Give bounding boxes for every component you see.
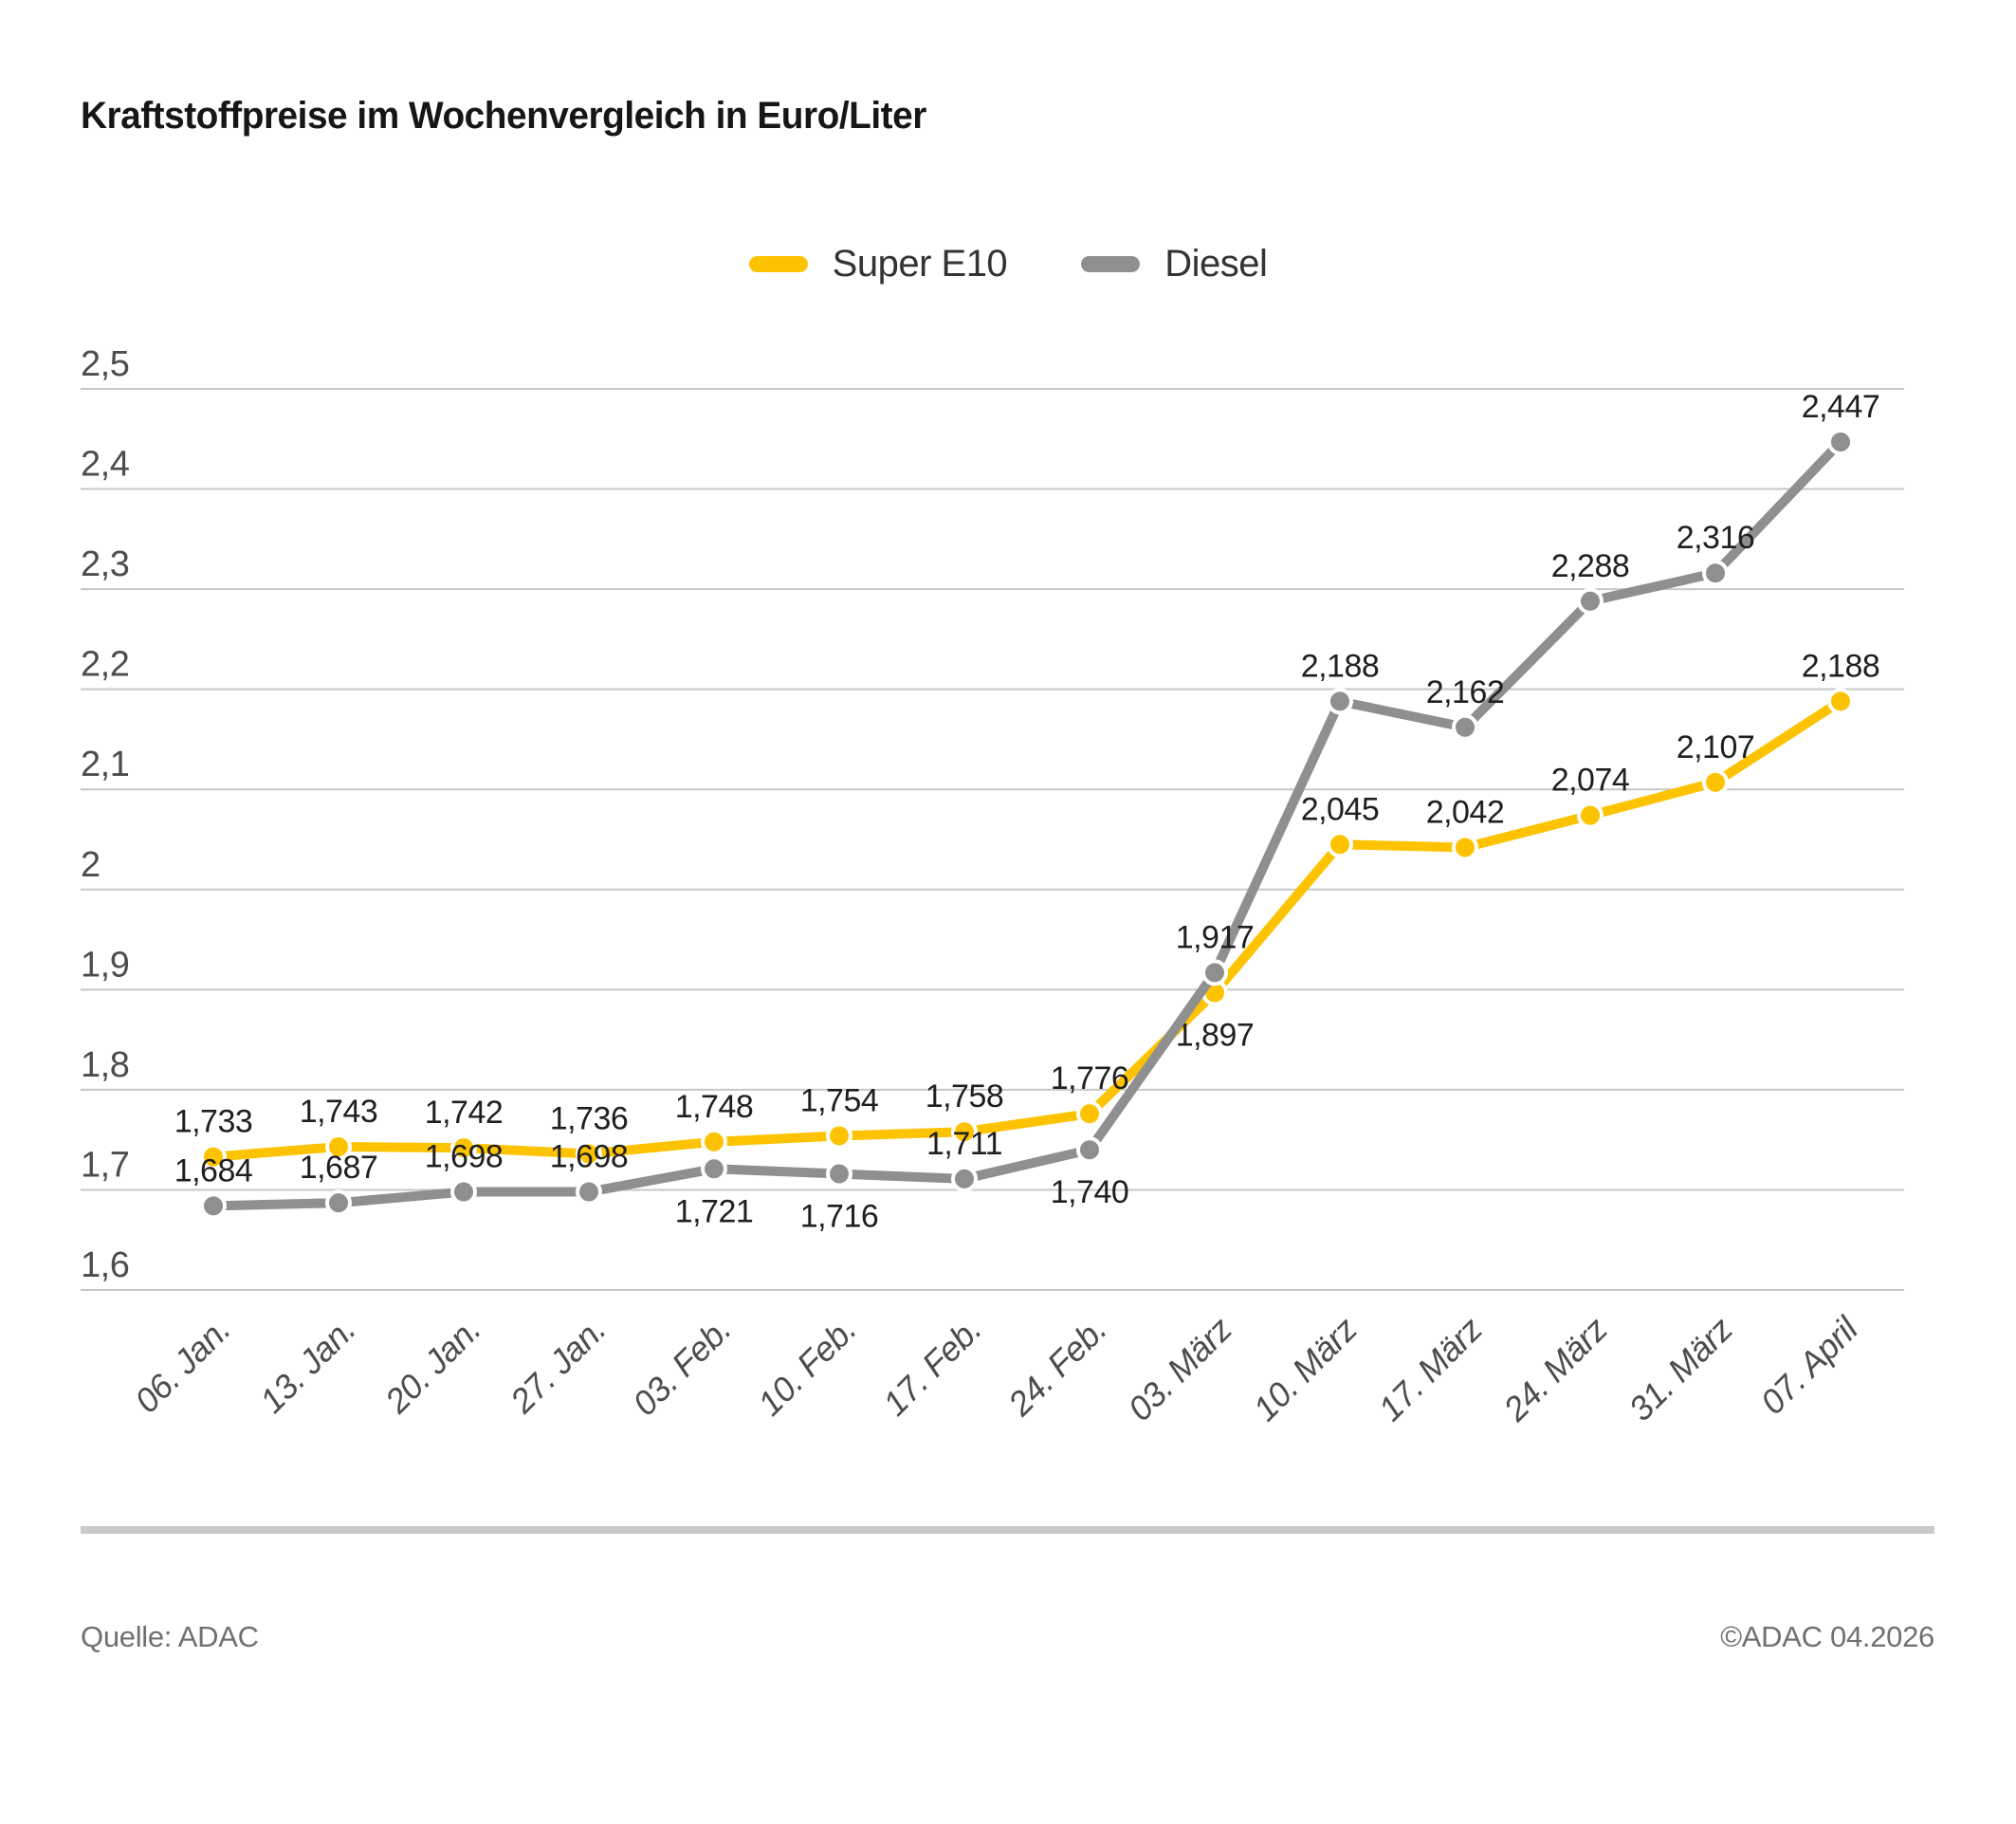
- data-point-super-e10: [1577, 801, 1604, 829]
- y-tick-label: 2,3: [81, 544, 129, 584]
- x-tick-label: 03. März: [1120, 1309, 1239, 1428]
- data-point-diesel: [450, 1178, 477, 1206]
- data-point-label-diesel: 1,687: [300, 1150, 378, 1186]
- data-point-label-super-e10: 2,042: [1426, 794, 1505, 830]
- legend-label-diesel: Diesel: [1164, 243, 1268, 285]
- data-point-label-super-e10: 2,045: [1301, 791, 1380, 827]
- data-point-diesel: [1201, 959, 1228, 986]
- data-point-label-super-e10: 2,074: [1551, 763, 1630, 799]
- data-point-super-e10: [576, 1140, 602, 1168]
- x-tick-label: 13. Jan.: [252, 1310, 363, 1421]
- data-point-label-diesel: 2,162: [1426, 674, 1505, 710]
- data-point-super-e10: [1327, 831, 1353, 858]
- data-point-super-e10: [1076, 1100, 1103, 1128]
- x-tick-label: 03. Feb.: [625, 1310, 739, 1424]
- y-tick-label: 2,1: [81, 745, 129, 784]
- data-point-label-super-e10: 2,188: [1802, 648, 1880, 684]
- x-tick-label: 06. Jan.: [127, 1310, 238, 1421]
- data-point-diesel: [1827, 428, 1854, 455]
- data-point-diesel: [951, 1165, 978, 1192]
- data-point-super-e10: [1827, 688, 1854, 715]
- data-point-label-diesel: 1,740: [1051, 1174, 1129, 1210]
- x-tick-label: 10. Feb.: [750, 1310, 864, 1424]
- data-point-label-super-e10: 1,743: [300, 1094, 378, 1130]
- chart-title: Kraftstoffpreise im Wochenvergleich in E…: [81, 95, 926, 137]
- data-point-label-super-e10: 1,742: [425, 1095, 504, 1131]
- legend-label-super-e10: Super E10: [832, 243, 1008, 285]
- copyright-text: ©ADAC 04.2026: [1720, 1620, 1934, 1653]
- data-point-super-e10: [1702, 768, 1729, 796]
- data-point-super-e10: [1452, 834, 1478, 861]
- x-tick-label: 20. Jan.: [376, 1310, 487, 1421]
- x-tick-label: 10. März: [1245, 1309, 1365, 1428]
- data-point-label-diesel: 1,721: [675, 1193, 754, 1229]
- data-point-label-diesel: 2,316: [1677, 520, 1755, 556]
- data-point-label-super-e10: 2,107: [1677, 729, 1755, 765]
- y-tick-label: 1,8: [81, 1045, 129, 1085]
- x-tick-label: 24. Feb.: [999, 1310, 1113, 1424]
- data-point-super-e10: [951, 1118, 978, 1146]
- source-text: Quelle: ADAC: [81, 1620, 259, 1653]
- footer-divider: [81, 1526, 1934, 1534]
- data-point-super-e10: [325, 1133, 352, 1161]
- x-tick-label: 17. März: [1370, 1309, 1490, 1428]
- data-point-diesel: [325, 1189, 352, 1217]
- data-point-label-super-e10: 1,736: [550, 1100, 629, 1136]
- data-point-label-diesel: 1,711: [926, 1126, 1002, 1162]
- data-point-label-diesel: 1,698: [550, 1139, 629, 1175]
- legend-swatch-super-e10: [748, 256, 808, 272]
- y-tick-label: 1,6: [81, 1245, 129, 1285]
- data-point-diesel: [1327, 688, 1353, 715]
- data-point-label-diesel: 1,716: [800, 1199, 879, 1235]
- chart-legend: Super E10 Diesel: [0, 243, 2016, 286]
- legend-item-super-e10: Super E10: [748, 243, 1008, 286]
- data-point-label-super-e10: 1,758: [926, 1078, 1004, 1115]
- legend-swatch-diesel: [1081, 256, 1141, 272]
- data-point-diesel: [1702, 560, 1729, 587]
- x-tick-label: 24. März: [1495, 1309, 1615, 1428]
- data-point-diesel: [1452, 713, 1478, 741]
- y-tick-label: 2,5: [81, 344, 129, 384]
- data-point-label-super-e10: 1,776: [1051, 1060, 1129, 1096]
- data-point-label-super-e10: 1,748: [675, 1089, 754, 1125]
- data-point-label-diesel: 2,447: [1802, 389, 1880, 425]
- y-tick-label: 2,2: [81, 645, 129, 685]
- footer: Quelle: ADAC ©ADAC 04.2026: [81, 1620, 1934, 1654]
- x-tick-label: 31. März: [1621, 1309, 1740, 1428]
- data-point-super-e10: [450, 1134, 477, 1162]
- data-point-label-diesel: 1,917: [1176, 919, 1255, 955]
- line-chart: 1,6 1,7 1,8 1,9 2 2,1 2,2 2,3 2,4 2,5 06. Jan. 13. …: [81, 344, 1904, 1429]
- y-tick-label: 1,9: [81, 945, 129, 985]
- y-tick-label: 2,4: [81, 445, 130, 485]
- y-tick-label: 1,7: [81, 1145, 129, 1185]
- data-point-diesel: [826, 1160, 852, 1188]
- data-point-label-super-e10: 1,897: [1176, 1018, 1255, 1054]
- series-line-super-e10: [209, 696, 1845, 1162]
- data-point-label-diesel: 1,698: [425, 1139, 504, 1175]
- data-point-diesel: [701, 1155, 727, 1183]
- series-line-diesel: [209, 436, 1845, 1211]
- data-point-diesel: [576, 1178, 602, 1206]
- x-tick-label: 27. Jan.: [502, 1310, 613, 1421]
- x-tick-label: 17. Feb.: [875, 1310, 989, 1424]
- data-point-diesel: [1076, 1136, 1103, 1164]
- data-point-label-diesel: 2,188: [1301, 648, 1380, 684]
- data-point-diesel: [1577, 587, 1604, 615]
- data-point-super-e10: [826, 1122, 852, 1150]
- data-point-label-diesel: 1,684: [174, 1152, 253, 1188]
- legend-item-diesel: Diesel: [1081, 243, 1268, 286]
- data-point-label-super-e10: 1,754: [800, 1082, 879, 1118]
- data-point-super-e10: [701, 1128, 727, 1155]
- y-tick-label: 2: [81, 845, 101, 885]
- data-point-label-diesel: 2,288: [1551, 548, 1630, 584]
- data-point-diesel: [200, 1192, 227, 1220]
- x-tick-label: 07. April: [1752, 1309, 1865, 1422]
- data-point-label-super-e10: 1,733: [174, 1104, 253, 1140]
- data-point-super-e10: [200, 1143, 227, 1170]
